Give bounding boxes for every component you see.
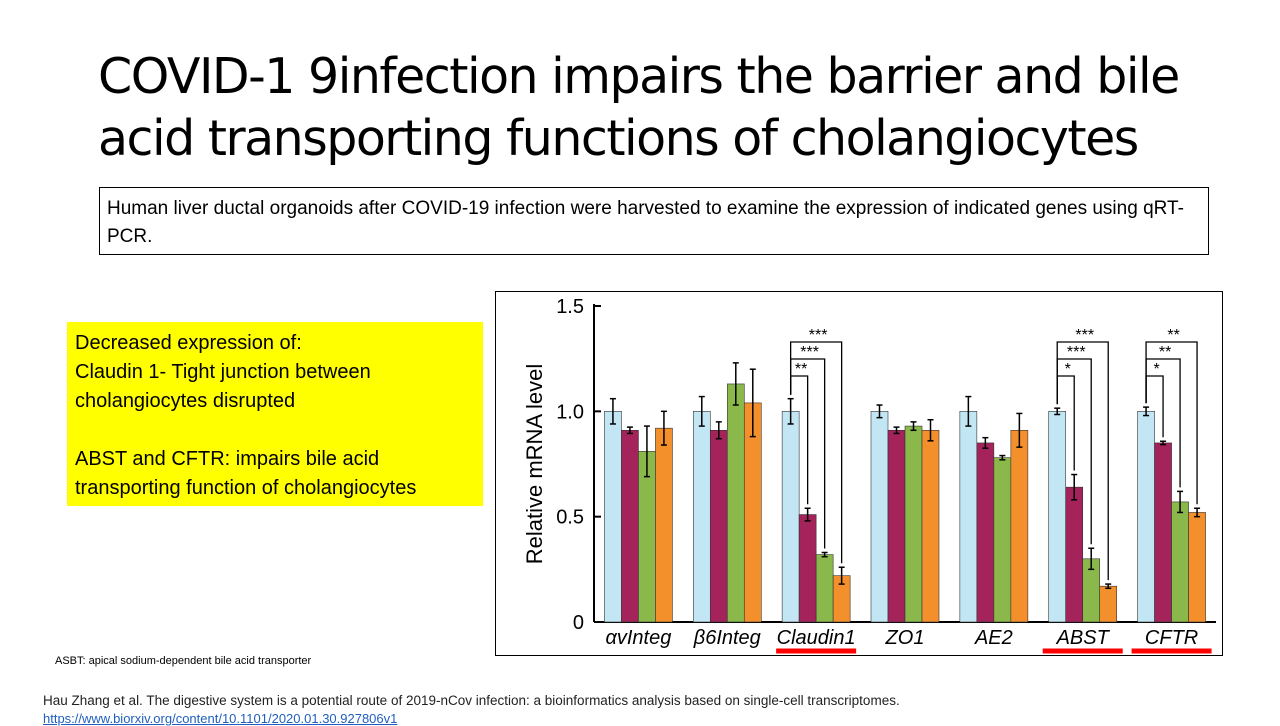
bar: [798, 514, 817, 623]
significance-label: **: [1167, 327, 1179, 344]
significance-bracket: [1145, 341, 1198, 505]
bar: [904, 425, 923, 623]
bar: [993, 457, 1012, 623]
bar: [976, 442, 995, 623]
significance-label: *: [1153, 361, 1159, 378]
slide-title: COVID-1 9infection impairs the barrier a…: [98, 46, 1218, 170]
significance-label: ***: [800, 344, 819, 361]
significance-label: ***: [1067, 344, 1086, 361]
bar: [655, 427, 673, 623]
bar: [1099, 585, 1118, 623]
bar: [921, 429, 940, 623]
significance-label: ***: [809, 327, 828, 344]
x-tick-label: β6Integ: [693, 627, 761, 649]
x-tick-label: Claudin1: [777, 627, 856, 649]
title-line-2: acid transporting functions of cholangio…: [98, 110, 1139, 167]
bar: [870, 411, 889, 623]
citation-link[interactable]: https://www.biorxiv.org/content/10.1101/…: [43, 711, 398, 726]
y-tick-label: 0: [573, 612, 584, 634]
bar: [815, 554, 834, 623]
bar: [1154, 442, 1172, 623]
y-tick-label: 1.5: [556, 296, 584, 318]
note-line: ABST and CFTR: impairs bile acid: [75, 448, 380, 470]
description-box: Human liver ductal organoids after COVID…: [99, 187, 1209, 255]
bar: [1137, 411, 1155, 623]
significance-label: **: [1159, 344, 1171, 361]
significance-bracket: [789, 341, 843, 564]
bar: [1010, 429, 1029, 623]
bar: [1188, 512, 1206, 623]
significance-label: ***: [1075, 327, 1094, 344]
bar: [1048, 411, 1067, 623]
y-tick-label: 1.0: [556, 401, 584, 423]
note-line: transporting function of cholangiocytes: [75, 477, 417, 499]
bar: [781, 411, 800, 623]
abbreviation-note: ASBT: apical sodium-dependent bile acid …: [55, 655, 312, 667]
bar: [887, 429, 906, 623]
title-line-1: COVID-1 9infection impairs the barrier a…: [98, 48, 1180, 105]
y-axis-label: Relative mRNA level: [522, 364, 547, 565]
bar: [1065, 486, 1084, 623]
x-tick-label: ZO1: [885, 627, 925, 649]
bar: [621, 429, 639, 623]
qrt-pcr-chart: 0 0.5 1.0 1.5 Relative mRNA level αvInteg β6In…: [495, 291, 1223, 656]
bar: [604, 411, 622, 623]
x-tick-label: CFTR: [1145, 627, 1198, 649]
significance-label: *: [1065, 361, 1071, 378]
citation: Hau Zhang et al. The digestive system is…: [43, 693, 900, 708]
findings-note: Decreased expression of: Claudin 1- Tigh…: [67, 322, 483, 506]
bar: [692, 411, 711, 623]
bar: [959, 411, 978, 623]
bar-chart-svg: 0 0.5 1.0 1.5 Relative mRNA level αvInteg β6In…: [522, 296, 1216, 654]
bar: [726, 383, 745, 623]
significance-bracket: [1056, 341, 1109, 581]
significance-label: **: [795, 361, 807, 378]
x-tick-label: αvInteg: [605, 627, 671, 649]
y-tick-label: 0.5: [556, 507, 584, 529]
x-tick-label: ABST: [1056, 627, 1111, 649]
note-line: Claudin 1- Tight junction between: [75, 361, 371, 383]
bar: [709, 429, 728, 623]
x-tick-label: AE2: [974, 627, 1013, 649]
bar: [1171, 501, 1189, 623]
note-line: Decreased expression of:: [75, 332, 302, 354]
note-line: cholangiocytes disrupted: [75, 390, 296, 412]
